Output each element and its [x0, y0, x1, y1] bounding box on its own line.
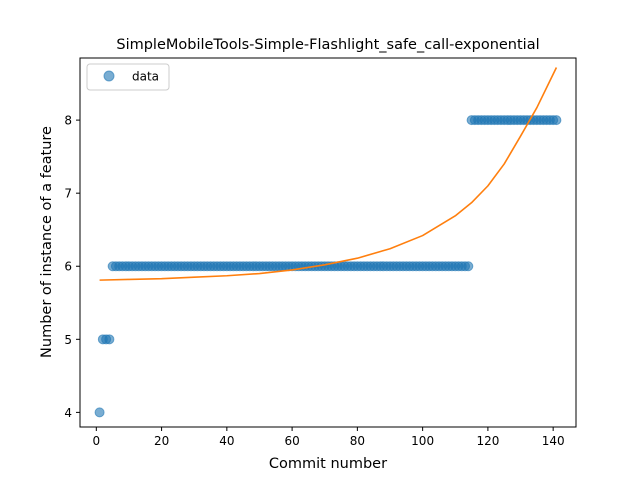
chart-title: SimpleMobileTools-Simple-Flashlight_safe… [116, 37, 539, 53]
y-tick-label: 6 [64, 260, 72, 274]
y-axis-label: Number of instance of a feature [39, 126, 55, 358]
legend: data [86, 63, 170, 91]
x-axis-label: Commit number [269, 456, 387, 472]
y-tick-label: 4 [64, 406, 72, 420]
y-axis: 4 5 6 7 8 [64, 114, 80, 420]
x-axis: 0 20 40 60 80 100 120 140 [92, 427, 565, 448]
x-tick-label: 20 [154, 434, 169, 448]
y-tick-label: 8 [64, 114, 72, 128]
data-point [463, 261, 474, 272]
legend-label: data [132, 70, 159, 84]
x-tick-label: 60 [284, 434, 299, 448]
y-tick-label: 7 [64, 187, 72, 201]
x-tick-label: 120 [476, 434, 499, 448]
x-tick-label: 100 [411, 434, 434, 448]
y-tick-label: 5 [64, 333, 72, 347]
data-point [551, 115, 562, 126]
x-tick-label: 40 [219, 434, 234, 448]
x-tick-label: 80 [350, 434, 365, 448]
data-point [104, 334, 115, 345]
legend-box [86, 63, 170, 91]
data-point [94, 407, 105, 418]
fit-line [99, 67, 558, 281]
legend-marker [103, 70, 115, 82]
plot-area [94, 67, 562, 418]
x-tick-label: 0 [92, 434, 100, 448]
x-tick-label: 140 [542, 434, 565, 448]
plot-frame [79, 57, 577, 428]
